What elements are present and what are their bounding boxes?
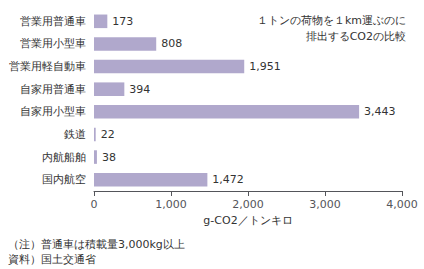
svg-text:自家用小型車: 自家用小型車	[20, 105, 86, 118]
svg-text:38: 38	[102, 151, 116, 164]
svg-text:0: 0	[91, 198, 98, 211]
svg-text:資料）国土交通省: 資料）国土交通省	[8, 253, 96, 266]
svg-text:（注）普通車は積載量3,000kg以上: （注）普通車は積載量3,000kg以上	[8, 238, 185, 251]
svg-text:内航船舶: 内航船舶	[42, 151, 86, 164]
svg-text:394: 394	[129, 83, 150, 96]
svg-text:排出するCO2の比較: 排出するCO2の比較	[306, 30, 406, 43]
svg-text:１トンの荷物を１km運ぶのに: １トンの荷物を１km運ぶのに	[257, 14, 406, 27]
svg-text:鉄道: 鉄道	[64, 128, 86, 141]
svg-text:173: 173	[112, 15, 133, 28]
svg-text:g-CO2／トンキロ: g-CO2／トンキロ	[203, 214, 292, 227]
svg-text:営業用小型車: 営業用小型車	[20, 37, 86, 50]
svg-text:2,000: 2,000	[232, 198, 264, 211]
svg-text:営業用軽自動車: 営業用軽自動車	[9, 60, 86, 73]
svg-text:営業用普通車: 営業用普通車	[20, 15, 86, 28]
svg-text:4,000: 4,000	[386, 198, 418, 211]
svg-text:22: 22	[101, 128, 115, 141]
svg-text:1,951: 1,951	[249, 60, 280, 73]
svg-text:自家用普通車: 自家用普通車	[20, 83, 86, 96]
svg-text:国内航空: 国内航空	[42, 173, 86, 186]
svg-text:1,000: 1,000	[155, 198, 187, 211]
svg-text:3,000: 3,000	[309, 198, 341, 211]
svg-text:3,443: 3,443	[364, 105, 396, 118]
svg-text:808: 808	[161, 37, 182, 50]
svg-text:1,472: 1,472	[212, 173, 244, 186]
